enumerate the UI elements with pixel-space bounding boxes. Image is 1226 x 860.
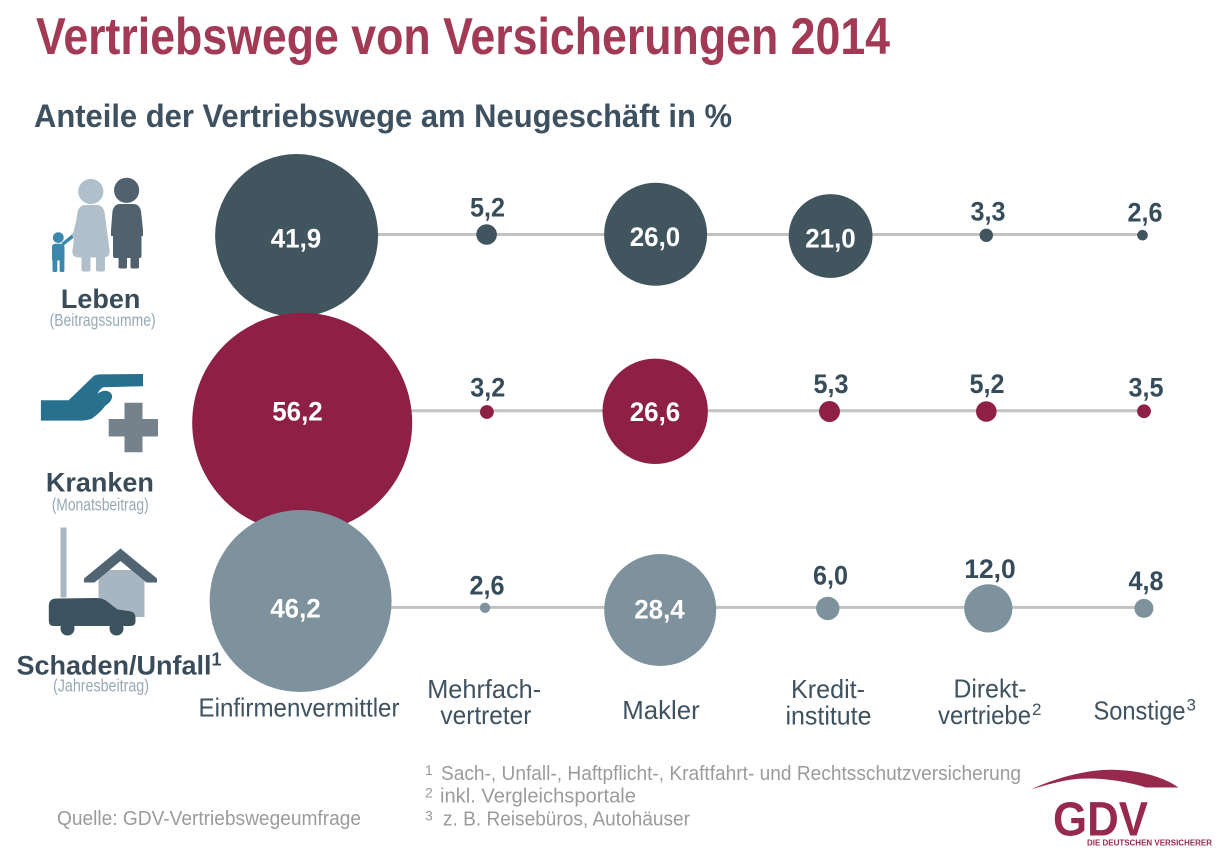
svg-text:GDV: GDV [1053,794,1148,847]
svg-text:Mehrfach-: Mehrfach- [427,674,541,704]
svg-text:Quelle: GDV-Vertriebswegeumfra: Quelle: GDV-Vertriebswegeumfrage [57,808,361,830]
svg-text:Sonstige: Sonstige [1094,696,1186,726]
svg-text:Einfirmenvermittler: Einfirmenvermittler [199,693,400,723]
svg-text:Leben: Leben [61,284,141,314]
svg-text:6,0: 6,0 [813,561,848,591]
svg-text:2: 2 [425,785,433,801]
svg-text:26,0: 26,0 [630,222,681,252]
svg-text:vertreter: vertreter [440,700,531,730]
svg-text:3,5: 3,5 [1129,373,1164,403]
svg-text:Vertriebswege von Versicherung: Vertriebswege von Versicherungen 2014 [36,8,890,66]
svg-text:Sach-, Unfall-, Haftpflicht-,: Sach-, Unfall-, Haftpflicht-, Kraftfahrt… [441,763,1021,785]
svg-text:Schaden/Unfall1: Schaden/Unfall1 [16,650,221,681]
svg-text:(Monatsbeitrag): (Monatsbeitrag) [52,495,149,515]
svg-text:Kranken: Kranken [46,468,154,498]
svg-text:2,6: 2,6 [1128,198,1163,228]
svg-text:3,2: 3,2 [470,373,505,403]
svg-text:28,4: 28,4 [634,594,685,624]
svg-text:5,2: 5,2 [470,193,505,223]
svg-text:3: 3 [425,808,433,824]
svg-text:56,2: 56,2 [272,397,323,427]
svg-text:2,6: 2,6 [470,571,505,601]
svg-text:46,2: 46,2 [270,593,321,623]
svg-text:5,3: 5,3 [814,369,849,399]
svg-text:3,3: 3,3 [971,197,1006,227]
svg-text:Direkt-: Direkt- [954,674,1027,704]
svg-text:(Jahresbeitrag): (Jahresbeitrag) [53,676,149,696]
svg-text:Kredit-: Kredit- [791,674,865,704]
svg-text:(Beitragssumme): (Beitragssumme) [50,310,156,330]
svg-text:institute: institute [786,701,872,731]
svg-text:inkl. Vergleichsportale: inkl. Vergleichsportale [440,786,636,808]
svg-text:26,6: 26,6 [630,397,681,427]
svg-text:z. B. Reisebüros, Autohäuser: z. B. Reisebüros, Autohäuser [443,809,690,831]
svg-text:Anteile der Vertriebswege am N: Anteile der Vertriebswege am Neugeschäft… [34,98,732,134]
svg-text:Makler: Makler [622,695,700,725]
svg-text:41,9: 41,9 [271,224,322,254]
svg-text:5,2: 5,2 [970,369,1005,399]
svg-text:DIE DEUTSCHEN VERSICHERER: DIE DEUTSCHEN VERSICHERER [1087,839,1212,848]
svg-text:21,0: 21,0 [805,223,856,253]
svg-text:3: 3 [1187,696,1196,715]
svg-text:4,8: 4,8 [1129,566,1164,596]
svg-text:12,0: 12,0 [964,554,1016,584]
svg-text:1: 1 [425,762,433,778]
svg-text:2: 2 [1032,700,1041,719]
svg-text:vertriebe: vertriebe [938,700,1031,730]
